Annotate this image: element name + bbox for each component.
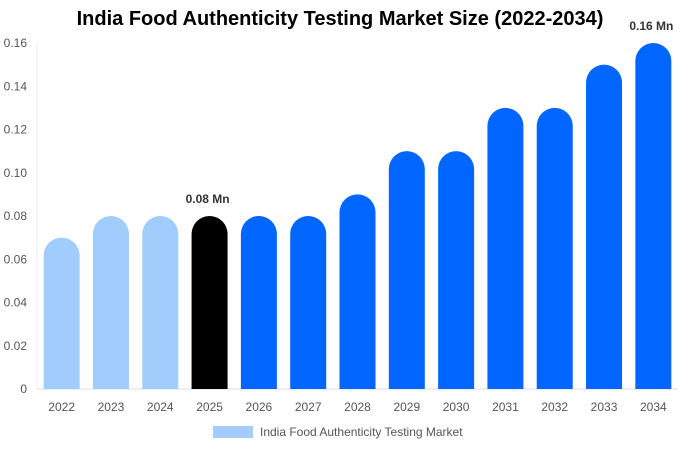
- y-tick-label: 0.04: [4, 296, 28, 310]
- x-tick-label: 2023: [98, 400, 125, 414]
- y-tick-label: 0.06: [4, 252, 28, 266]
- data-label-2034: 0.16 Mn: [629, 19, 673, 33]
- bar-2028: [339, 194, 376, 389]
- x-tick-label: 2022: [48, 400, 75, 414]
- x-tick-label: 2030: [443, 400, 470, 414]
- legend-label: India Food Authenticity Testing Market: [260, 425, 463, 439]
- bar-2032: [536, 107, 573, 390]
- chart-title: India Food Authenticity Testing Market S…: [76, 8, 604, 30]
- bar-2029: [388, 151, 425, 389]
- x-tick-label: 2025: [196, 400, 223, 414]
- y-tick-label: 0: [20, 382, 27, 396]
- y-tick-label: 0.12: [4, 123, 28, 137]
- x-tick-label: 2034: [640, 400, 667, 414]
- y-tick-label: 0.10: [4, 166, 28, 180]
- y-tick-label: 0.16: [4, 36, 28, 50]
- x-tick-label: 2033: [591, 400, 618, 414]
- y-tick-label: 0.14: [4, 79, 28, 93]
- bar-2022: [43, 237, 80, 389]
- x-tick-label: 2028: [344, 400, 371, 414]
- bar-2025: [191, 216, 228, 389]
- bar-2034: [635, 43, 672, 389]
- bar-2026: [240, 216, 277, 389]
- bar-2024: [142, 216, 179, 389]
- x-tick-label: 2026: [246, 400, 273, 414]
- legend-swatch: [213, 426, 253, 438]
- y-tick-label: 0.08: [4, 209, 28, 223]
- x-tick-label: 2029: [393, 400, 420, 414]
- bar-2033: [586, 64, 623, 389]
- x-tick-label: 2027: [295, 400, 322, 414]
- legend[interactable]: India Food Authenticity Testing Market: [213, 425, 463, 439]
- bar-2030: [438, 151, 475, 389]
- bar-2023: [92, 216, 129, 389]
- y-tick-label: 0.02: [4, 339, 28, 353]
- x-tick-label: 2024: [147, 400, 174, 414]
- bar-2031: [487, 107, 524, 389]
- x-tick-label: 2032: [541, 400, 568, 414]
- x-tick-label: 2031: [492, 400, 519, 414]
- bar-2027: [290, 216, 327, 389]
- data-label-2025: 0.08 Mn: [186, 192, 230, 206]
